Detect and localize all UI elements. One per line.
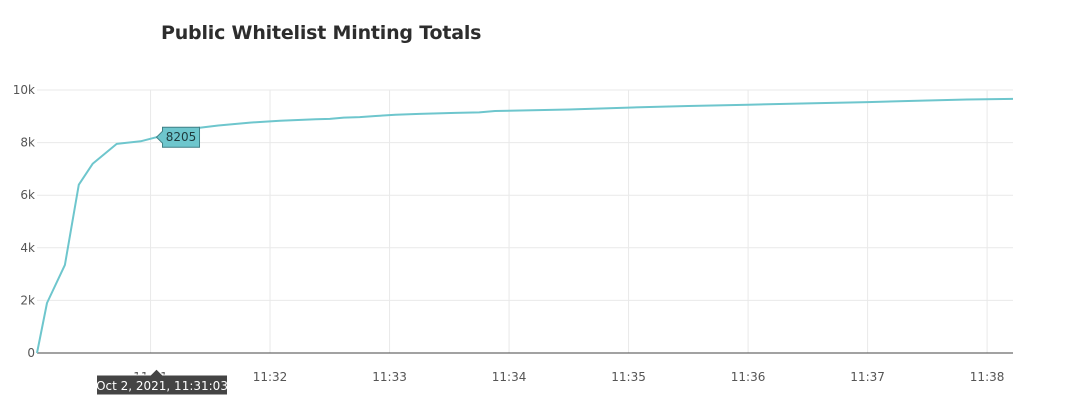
y-tick-label: 4k <box>20 241 35 255</box>
hover-value-tag <box>155 126 201 148</box>
y-tick-label: 10k <box>13 83 35 97</box>
x-tick-label: 11:32 <box>253 370 288 384</box>
x-tick-label: 11:35 <box>611 370 646 384</box>
hover-date-label: Oct 2, 2021, 11:31:03 <box>96 379 228 393</box>
x-tick-label: 11:37 <box>850 370 885 384</box>
x-tick-label: 11:36 <box>731 370 766 384</box>
y-tick-label: 0 <box>27 346 35 360</box>
y-tick-label: 6k <box>20 188 35 202</box>
chart-title: Public Whitelist Minting Totals <box>161 22 482 44</box>
x-tick-label: 11:33 <box>372 370 407 384</box>
hover-date-tag <box>96 368 229 396</box>
y-tick-label: 8k <box>20 136 35 150</box>
x-tick-label: 11:34 <box>492 370 527 384</box>
hover-value-label: 8205 <box>166 130 197 144</box>
y-tick-label: 2k <box>20 293 35 307</box>
series-line[interactable] <box>36 97 1014 354</box>
x-tick-label: 11:38 <box>970 370 1005 384</box>
